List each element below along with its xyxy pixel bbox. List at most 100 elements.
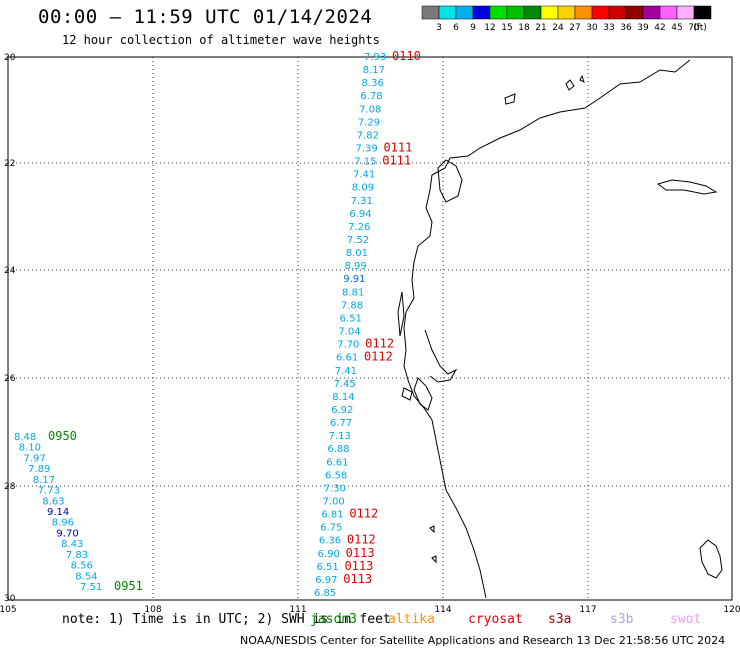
pass-time-label: 0112 [349,507,378,521]
pass-time-label: 0113 [343,572,372,586]
pass-time-label: 0951 [114,579,143,593]
wave-height-value: 8.48 [14,432,36,443]
wave-height-value: 6.97 [315,575,337,586]
longitude-tick-label: 120 [723,605,740,615]
colorbar-swatch [489,5,508,20]
longitude-tick-label: 105 [0,605,17,615]
wave-height-value: 6.61 [336,353,358,364]
wave-height-value: 7.41 [335,366,357,377]
longitude-tick-label: 117 [579,605,596,615]
wave-height-value: 8.17 [363,65,385,76]
mission-legend-cryosat: cryosat [468,612,523,627]
coastline [397,59,723,599]
colorbar-label: 39 [637,23,649,33]
colorbar-label: 27 [569,23,580,33]
wave-height-value: 7.93 [364,52,386,63]
pass-time-label: 0111 [382,154,411,168]
wave-height-value: 8.56 [71,561,93,572]
mission-legend-s3a: s3a [548,612,572,627]
colorbar-label: 3 [436,23,442,33]
wave-height-value: 6.58 [325,470,347,481]
wave-height-value: 7.31 [351,196,373,207]
wave-height-value: 7.89 [28,464,50,475]
colorbar-swatch [693,5,712,20]
longitude-tick-label: 108 [144,605,161,615]
wave-height-value: 6.75 [320,523,342,534]
colorbar-swatch [523,5,542,20]
mission-legend-altika: altika [388,612,435,627]
wave-height-value: 8.54 [75,571,97,582]
wave-height-value: 9.91 [343,274,365,285]
pass-time-label: 0950 [48,429,77,443]
wave-height-value: 7.83 [66,550,88,561]
wave-height-value: 7.97 [23,453,45,464]
latitude-tick-label: 24 [4,266,16,276]
wave-height-value: 7.41 [353,170,375,181]
colorbar-swatch [574,5,593,20]
colorbar-swatch [421,5,440,20]
wave-height-value: 6.51 [316,562,338,573]
wave-height-value: 6.61 [326,457,348,468]
wave-height-value: 8.09 [352,183,374,194]
colorbar-swatch [591,5,610,20]
latitude-tick-label: 28 [4,482,16,492]
wave-height-value: 7.73 [38,486,60,497]
wave-height-value: 7.82 [357,130,379,141]
wave-height-value: 7.51 [80,582,102,593]
colorbar-legend: 3 6 9 12 15 18 21 24 27 30 33 36 39 42 45 70(ft) [421,5,712,33]
wave-height-value: 6.77 [330,418,352,429]
page-title: 00:00 – 11:59 UTC 01/14/2024 [38,6,373,28]
wave-height-value: 7.45 [334,379,356,390]
wave-height-value: 7.13 [329,431,351,442]
colorbar-swatch [506,5,525,20]
wave-height-value: 7.30 [324,483,346,494]
colorbar-swatch [455,5,474,20]
colorbar-label: 36 [620,23,632,33]
wave-height-value: 7.39 [355,144,377,155]
wave-height-value: 8.10 [19,443,41,454]
wave-height-value: 6.92 [331,405,353,416]
wave-height-value: 8.99 [344,261,366,272]
wave-height-value: 7.04 [338,327,360,338]
wave-height-value: 8.43 [61,539,83,550]
colorbar-swatch [438,5,457,20]
colorbar-label: 33 [603,23,614,33]
latitude-tick-label: 20 [4,53,16,63]
colorbar-swatch [472,5,491,20]
colorbar-label: 24 [552,23,564,33]
wave-height-value: 6.85 [314,588,336,599]
pass-time-label: 0112 [364,350,393,364]
wave-height-value: 8.81 [342,287,364,298]
wave-height-value: 7.29 [358,117,380,128]
colorbar-label: 6 [453,23,459,33]
pass-time-label: 0112 [347,533,376,547]
wave-height-value: 8.63 [42,496,64,507]
colorbar-label: 42 [654,23,665,33]
colorbar-swatch [557,5,576,20]
latitude-tick-label: 26 [4,374,16,384]
mission-legend-s3b: s3b [610,612,634,627]
colorbar-label: 15 [501,23,512,33]
wave-height-value: 8.17 [33,475,55,486]
wave-height-value: 7.00 [323,496,345,507]
colorbar-label: 9 [470,23,476,33]
wave-height-value: 8.14 [332,392,354,403]
colorbar-label: 12 [484,23,495,33]
colorbar-swatch [608,5,627,20]
colorbar-swatch [676,5,695,20]
footer-note: note: 1) Time is in UTC; 2) SWH is in fe… [62,612,391,627]
wave-height-value: 6.94 [349,209,371,220]
map-frame [7,56,733,601]
mission-legend-jason3: jason3 [310,612,357,627]
wave-height-labels: 7.93 8.17 8.36 6.78 7.08 7.29 7.82 7.39 7.15 7.41… [14,49,421,599]
wave-height-value: 6.88 [327,444,349,455]
wave-height-value: 6.36 [319,536,341,547]
latitude-tick-label: 30 [4,594,16,604]
colorbar-label: 21 [535,23,546,33]
wave-height-value: 7.26 [348,222,370,233]
mission-legend-swot: swot [670,612,702,627]
colorbar-unit: (ft) [693,23,707,33]
pass-time-label: 0113 [346,546,375,560]
wave-height-value: 9.70 [56,528,78,539]
